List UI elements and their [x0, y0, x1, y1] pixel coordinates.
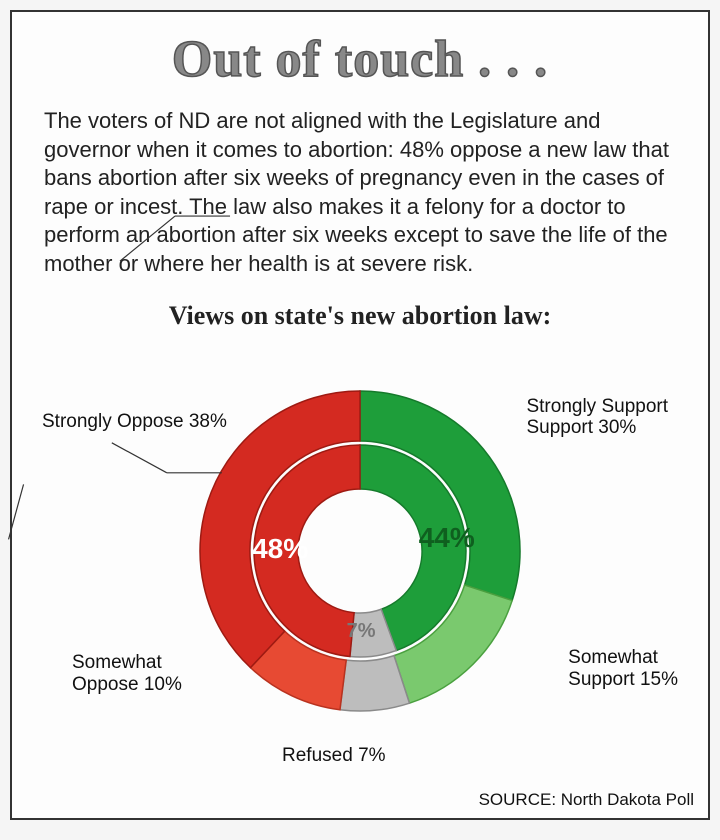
- inner-pct-oppose: 48%: [252, 533, 308, 565]
- inner-pct-refused: 7%: [347, 620, 376, 643]
- label-strongly-support: Strongly Support Support 30%: [526, 396, 668, 440]
- label-strongly-support-pct: Support 30%: [526, 417, 636, 438]
- leader-lines: [0, 131, 362, 551]
- donut-chart: Strongly Support Support 30% Somewhat Su…: [12, 341, 708, 761]
- inner-pct-support: 44%: [419, 522, 475, 554]
- label-refused: Refused 7%: [282, 745, 386, 767]
- label-strongly-oppose: Strongly Oppose 38%: [42, 411, 227, 433]
- label-somewhat-support: Somewhat Support 15%: [568, 647, 678, 691]
- main-title: Out of touch . . .: [12, 30, 708, 89]
- source-line: SOURCE: North Dakota Poll: [479, 790, 694, 810]
- infographic-frame: Out of touch . . . The voters of ND are …: [10, 10, 710, 820]
- label-somewhat-oppose: Somewhat Oppose 10%: [72, 652, 182, 696]
